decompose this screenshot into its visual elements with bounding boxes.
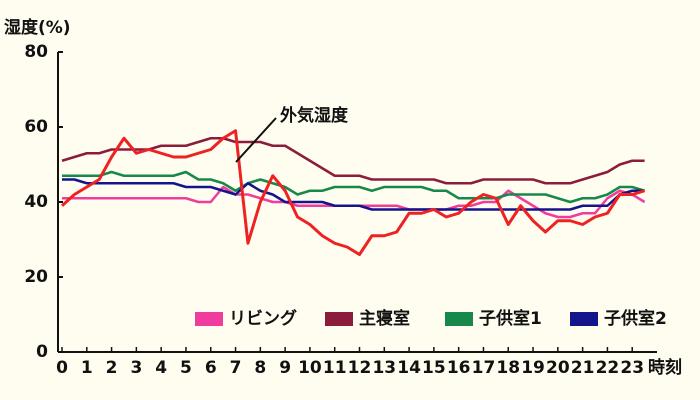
x-tick-label: 13 [372, 358, 396, 378]
x-tick-label: 0 [56, 358, 68, 378]
legend-swatch [445, 312, 473, 326]
series-line [60, 129, 646, 256]
x-tick-label: 8 [254, 358, 266, 378]
x-tick-label: 21 [571, 358, 595, 378]
legend-label: リビング [229, 308, 297, 329]
x-tick-label: 9 [279, 358, 291, 378]
series-line [61, 137, 645, 185]
series-line [62, 170, 645, 204]
x-tick-label: 17 [472, 358, 496, 378]
y-tick-label: 60 [24, 117, 48, 137]
x-tick-label: 3 [130, 358, 142, 378]
x-tick-label: 5 [180, 358, 192, 378]
x-tick-label: 2 [106, 358, 118, 378]
y-axis-title: 湿度(%) [4, 17, 71, 38]
x-tick-label: 20 [546, 358, 570, 378]
legend-swatch [325, 312, 353, 326]
x-tick-label: 23 [620, 358, 644, 378]
x-tick-label: 16 [447, 358, 471, 378]
x-tick-label: 12 [348, 358, 372, 378]
x-tick-label: 1 [81, 358, 93, 378]
x-tick-label: 19 [521, 358, 545, 378]
x-tick-label: 11 [323, 358, 347, 378]
legend-swatch [195, 312, 223, 326]
x-tick-label: 6 [205, 358, 217, 378]
annotation-pointer [235, 117, 277, 163]
x-axis-title: 時刻 [648, 357, 682, 378]
x-tick-label: 4 [155, 358, 167, 378]
x-tick-label: 15 [422, 358, 446, 378]
y-tick-label: 20 [24, 267, 48, 287]
x-tick-label: 18 [496, 358, 520, 378]
legend-label: 子供室1 [479, 308, 542, 329]
y-tick-label: 80 [24, 42, 48, 62]
series-line [62, 178, 645, 211]
x-tick-label: 7 [230, 358, 242, 378]
legend-label: 主寝室 [359, 308, 410, 329]
x-tick-label: 14 [397, 358, 421, 378]
legend-label: 子供室2 [604, 308, 667, 329]
y-tick-label: 0 [36, 342, 48, 362]
legend-swatch [570, 312, 598, 326]
annotation-label: 外気湿度 [280, 105, 349, 126]
x-tick-label: 22 [596, 358, 620, 378]
x-tick-label: 10 [298, 358, 322, 378]
y-tick-label: 40 [24, 192, 48, 212]
series-line [62, 185, 646, 219]
